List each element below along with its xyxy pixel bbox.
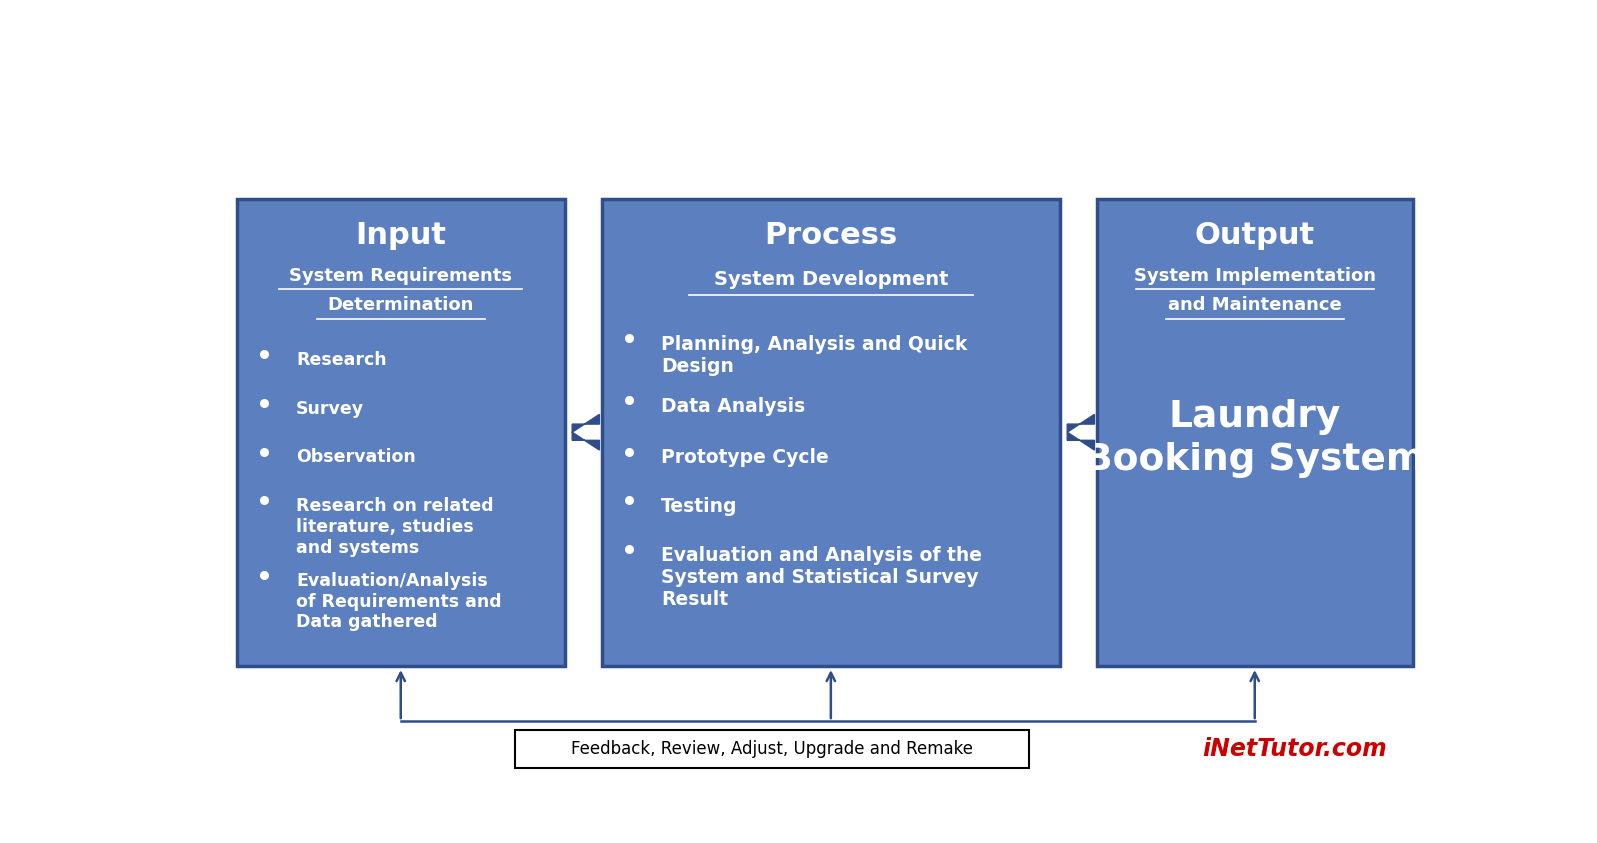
Text: Evaluation/Analysis
of Requirements and
Data gathered: Evaluation/Analysis of Requirements and … [295, 572, 501, 631]
FancyArrow shape [572, 415, 599, 450]
Text: Testing: Testing [661, 497, 738, 516]
Text: System Requirements: System Requirements [289, 266, 513, 285]
Text: Data Analysis: Data Analysis [661, 396, 805, 416]
Text: Input: Input [355, 221, 446, 250]
Text: System Implementation: System Implementation [1134, 266, 1375, 285]
Bar [236, 198, 565, 666]
Text: Output: Output [1195, 221, 1314, 250]
Text: System Development: System Development [714, 270, 949, 289]
Text: Evaluation and Analysis of the
System and Statistical Survey
Result: Evaluation and Analysis of the System an… [661, 545, 982, 609]
Text: iNetTutor.com: iNetTutor.com [1203, 737, 1388, 761]
Text: Feedback, Review, Adjust, Upgrade and Remake: Feedback, Review, Adjust, Upgrade and Re… [572, 740, 973, 758]
FancyArrow shape [1067, 415, 1094, 450]
Text: Process: Process [765, 221, 898, 250]
Bar [1097, 198, 1412, 666]
Text: Observation: Observation [295, 448, 415, 466]
Text: Research on related
literature, studies
and systems: Research on related literature, studies … [295, 497, 493, 556]
Text: and Maintenance: and Maintenance [1167, 296, 1341, 314]
Text: Survey: Survey [295, 400, 364, 418]
Bar [602, 198, 1060, 666]
Text: Research: Research [295, 351, 386, 369]
Text: Prototype Cycle: Prototype Cycle [661, 448, 829, 467]
Text: Planning, Analysis and Quick
Design: Planning, Analysis and Quick Design [661, 335, 968, 376]
Text: Laundry
Booking System: Laundry Booking System [1084, 400, 1425, 478]
Text: Determination: Determination [327, 296, 474, 314]
Bar [516, 730, 1028, 768]
